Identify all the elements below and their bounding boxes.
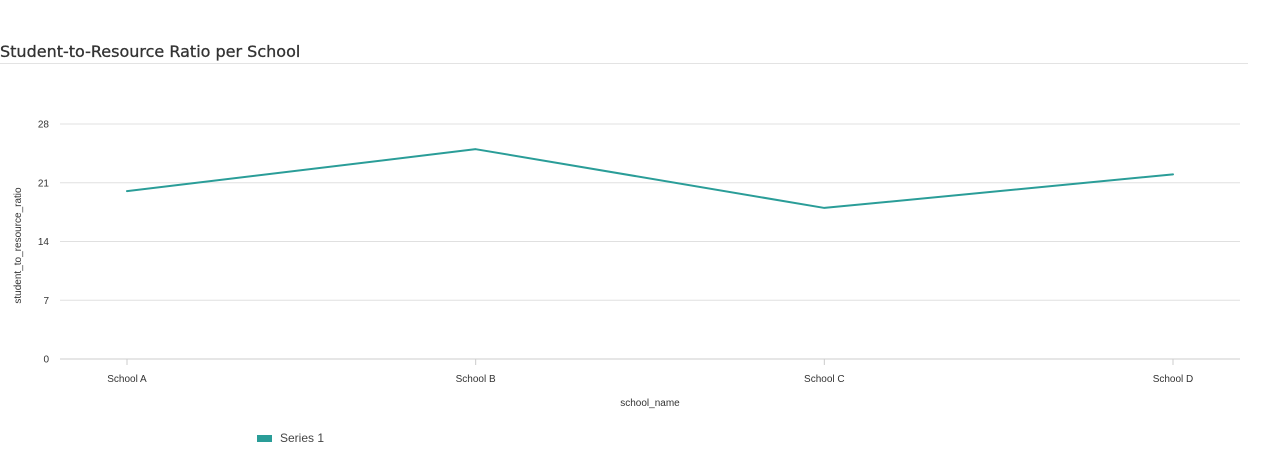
legend-label[interactable]: Series 1 [280,431,325,445]
x-tick-label: School B [456,374,496,385]
data-point[interactable] [473,146,479,152]
x-tick-label: School A [107,374,147,385]
y-tick-label: 7 [43,296,49,307]
y-tick-label: 0 [43,355,49,366]
axes: 0 7 14 21 28 School A School B School C School D [38,120,1240,385]
y-axis-label: student_to_resource_ratio [13,187,24,304]
series-line[interactable] [126,148,1174,209]
series-layer [124,146,1176,211]
data-point[interactable] [821,205,827,211]
data-point[interactable] [124,188,130,194]
x-tick-label: School C [804,374,845,385]
legend-swatch [257,434,272,442]
gridlines [60,123,1240,360]
data-point[interactable] [1170,171,1176,177]
y-tick-label: 28 [38,120,50,131]
legend: Series 1 [257,431,324,445]
x-axis-label: school_name [620,398,680,409]
title-divider [0,63,1248,64]
y-tick-label: 21 [38,178,50,189]
y-tick-label: 14 [38,237,50,248]
chart-title: Student-to-Resource Ratio per School [0,42,301,61]
x-tick-label: School D [1153,374,1194,385]
